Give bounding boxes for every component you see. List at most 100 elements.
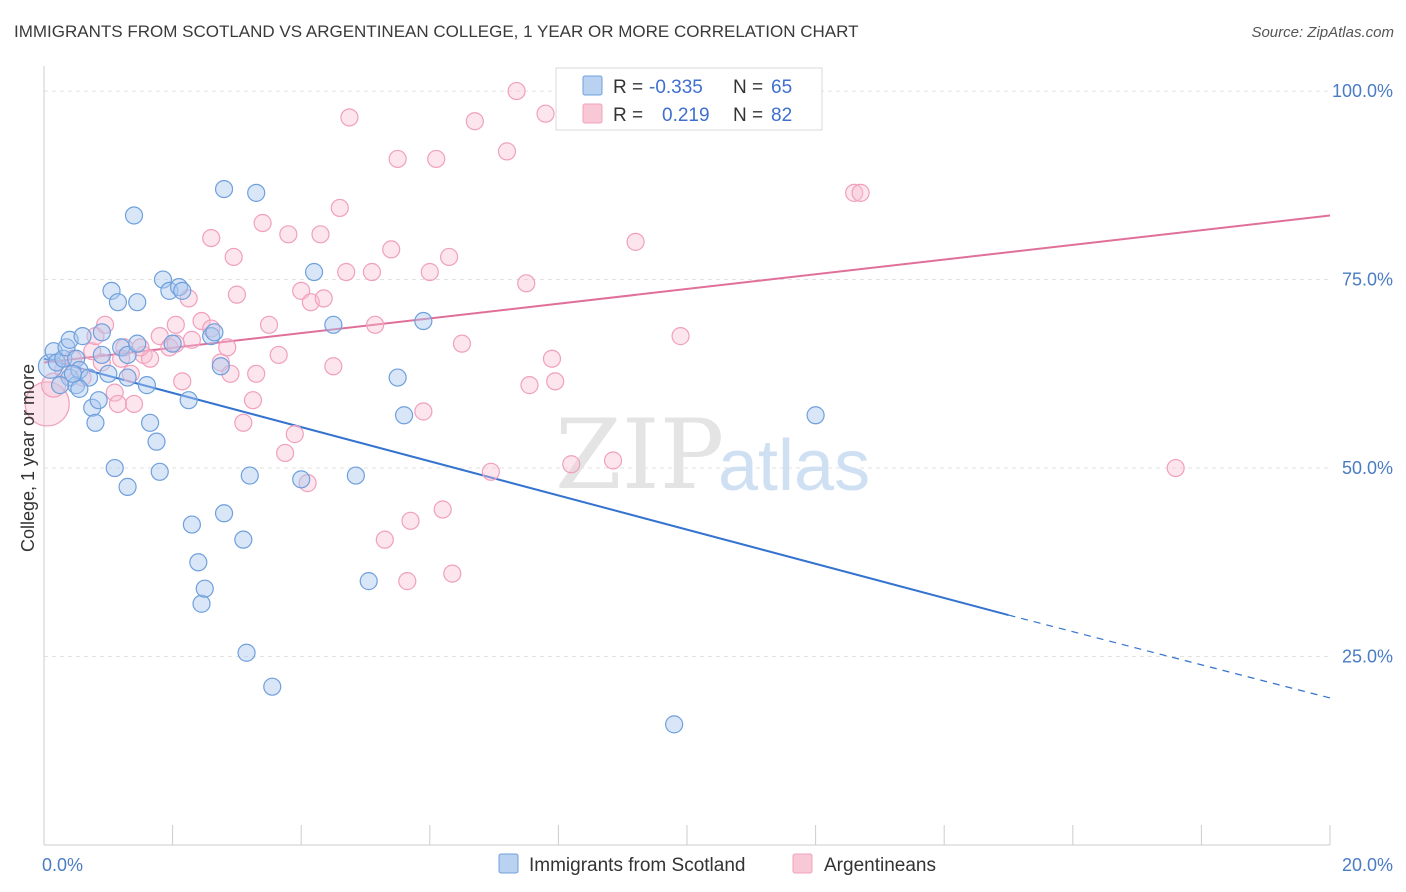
trend-line-scotland-extension (1008, 614, 1331, 699)
data-points (24, 81, 1185, 734)
stats-legend: R = -0.335 N = 65 R = 0.219 N = 82 (555, 67, 823, 131)
y-tick-label: 50.0% (1342, 458, 1393, 478)
point-argentinean (105, 383, 124, 402)
legend-swatch-blue (582, 75, 603, 96)
legend-pink-n-value: 82 (771, 105, 792, 126)
point-argentinean (340, 108, 359, 127)
point-scotland (192, 594, 211, 613)
point-scotland (214, 179, 234, 199)
point-argentinean (192, 311, 211, 331)
point-scotland (205, 323, 224, 342)
y-tick-label: 75.0% (1342, 270, 1393, 290)
point-argentinean (124, 394, 144, 414)
point-argentinean (401, 511, 420, 530)
point-argentinean (366, 315, 385, 334)
point-scotland (128, 334, 147, 353)
watermark-atlas: atlas (718, 426, 870, 506)
point-argentinean (433, 500, 452, 519)
point-scotland (86, 413, 105, 432)
point-scotland (137, 376, 156, 395)
y-tick-label: 100.0% (1332, 81, 1393, 101)
point-argentinean (382, 240, 401, 259)
point-argentinean (414, 402, 433, 421)
point-scotland (806, 406, 825, 425)
legend-pink-r-label: R = (613, 105, 643, 126)
point-scotland (247, 183, 266, 202)
point-argentinean (253, 213, 272, 233)
point-argentinean (234, 413, 253, 432)
point-scotland (195, 579, 214, 598)
point-scotland (150, 462, 169, 481)
point-scotland (118, 368, 137, 387)
point-scotland (394, 406, 414, 425)
axes (43, 66, 1331, 846)
point-scotland (37, 353, 64, 379)
point-argentinean (173, 372, 192, 391)
point-scotland (214, 504, 234, 523)
point-argentinean (166, 315, 185, 334)
point-scotland (304, 262, 324, 282)
point-argentinean (311, 225, 330, 244)
point-scotland (414, 311, 433, 331)
point-argentinean (227, 285, 246, 304)
legend-blue-r-label: R = (613, 77, 643, 98)
point-argentinean (427, 149, 446, 169)
point-argentinean (218, 338, 237, 357)
point-argentinean (243, 391, 263, 410)
point-scotland (189, 553, 208, 572)
point-scotland (292, 470, 311, 489)
point-argentinean (671, 327, 690, 346)
point-scotland (92, 323, 111, 342)
point-argentinean (465, 112, 484, 131)
x-tick-label: 20.0% (1342, 855, 1393, 875)
point-argentinean (337, 262, 356, 282)
point-scotland (263, 677, 282, 696)
point-argentinean (845, 183, 864, 202)
point-scotland (234, 530, 253, 549)
point-scotland (83, 398, 102, 417)
legend-blue-r-value: -0.335 (649, 77, 703, 98)
point-argentinean (546, 372, 565, 391)
point-argentinean (481, 462, 500, 481)
point-argentinean (314, 289, 333, 308)
point-argentinean (439, 247, 459, 267)
point-scotland (240, 466, 259, 485)
point-argentinean (92, 353, 111, 372)
point-scotland (118, 477, 137, 496)
point-scotland (50, 376, 70, 395)
point-argentinean (520, 376, 539, 395)
point-scotland (346, 466, 365, 485)
point-scotland (388, 368, 407, 387)
point-argentinean (224, 247, 243, 267)
y-axis-label: College, 1 year or more (18, 364, 38, 552)
chart-title: IMMIGRANTS FROM SCOTLAND VS ARGENTINEAN … (14, 22, 859, 41)
point-argentinean (269, 345, 288, 365)
point-scotland (163, 334, 182, 353)
point-scotland (179, 391, 198, 410)
point-scotland (99, 364, 118, 383)
legend-blue-n-label: N = (733, 77, 763, 98)
point-argentinean (330, 198, 349, 218)
legend-blue-n-value: 65 (771, 77, 792, 98)
point-argentinean (603, 451, 623, 470)
point-argentinean (497, 142, 517, 161)
legend-pink-n-label: N = (733, 105, 763, 126)
series-legend-label-pink: Argentineans (824, 855, 936, 876)
point-scotland (92, 345, 111, 365)
point-argentinean (626, 232, 645, 251)
series-legend: Immigrants from Scotland Argentineans (498, 853, 936, 876)
point-argentinean (1166, 458, 1185, 478)
point-argentinean (324, 357, 343, 376)
point-argentinean (452, 334, 472, 353)
point-scotland (54, 349, 73, 368)
point-argentinean (851, 183, 870, 202)
tick-labels: 25.0% 50.0% 75.0% 100.0% 0.0% 20.0% (42, 81, 1393, 875)
point-argentinean (398, 572, 417, 591)
point-argentinean (507, 81, 526, 101)
point-scotland (70, 379, 89, 398)
point-argentinean (443, 564, 462, 583)
point-argentinean (108, 394, 128, 414)
point-argentinean (517, 274, 536, 293)
point-scotland (102, 281, 121, 300)
point-argentinean (285, 425, 304, 444)
